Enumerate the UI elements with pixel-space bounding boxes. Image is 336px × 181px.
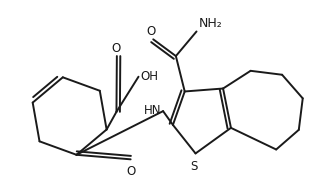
Text: HN: HN <box>143 104 161 117</box>
Text: OH: OH <box>140 70 159 83</box>
Text: O: O <box>126 165 135 178</box>
Text: S: S <box>190 160 197 173</box>
Text: NH₂: NH₂ <box>199 16 222 30</box>
Text: O: O <box>111 42 121 55</box>
Text: O: O <box>146 25 156 38</box>
